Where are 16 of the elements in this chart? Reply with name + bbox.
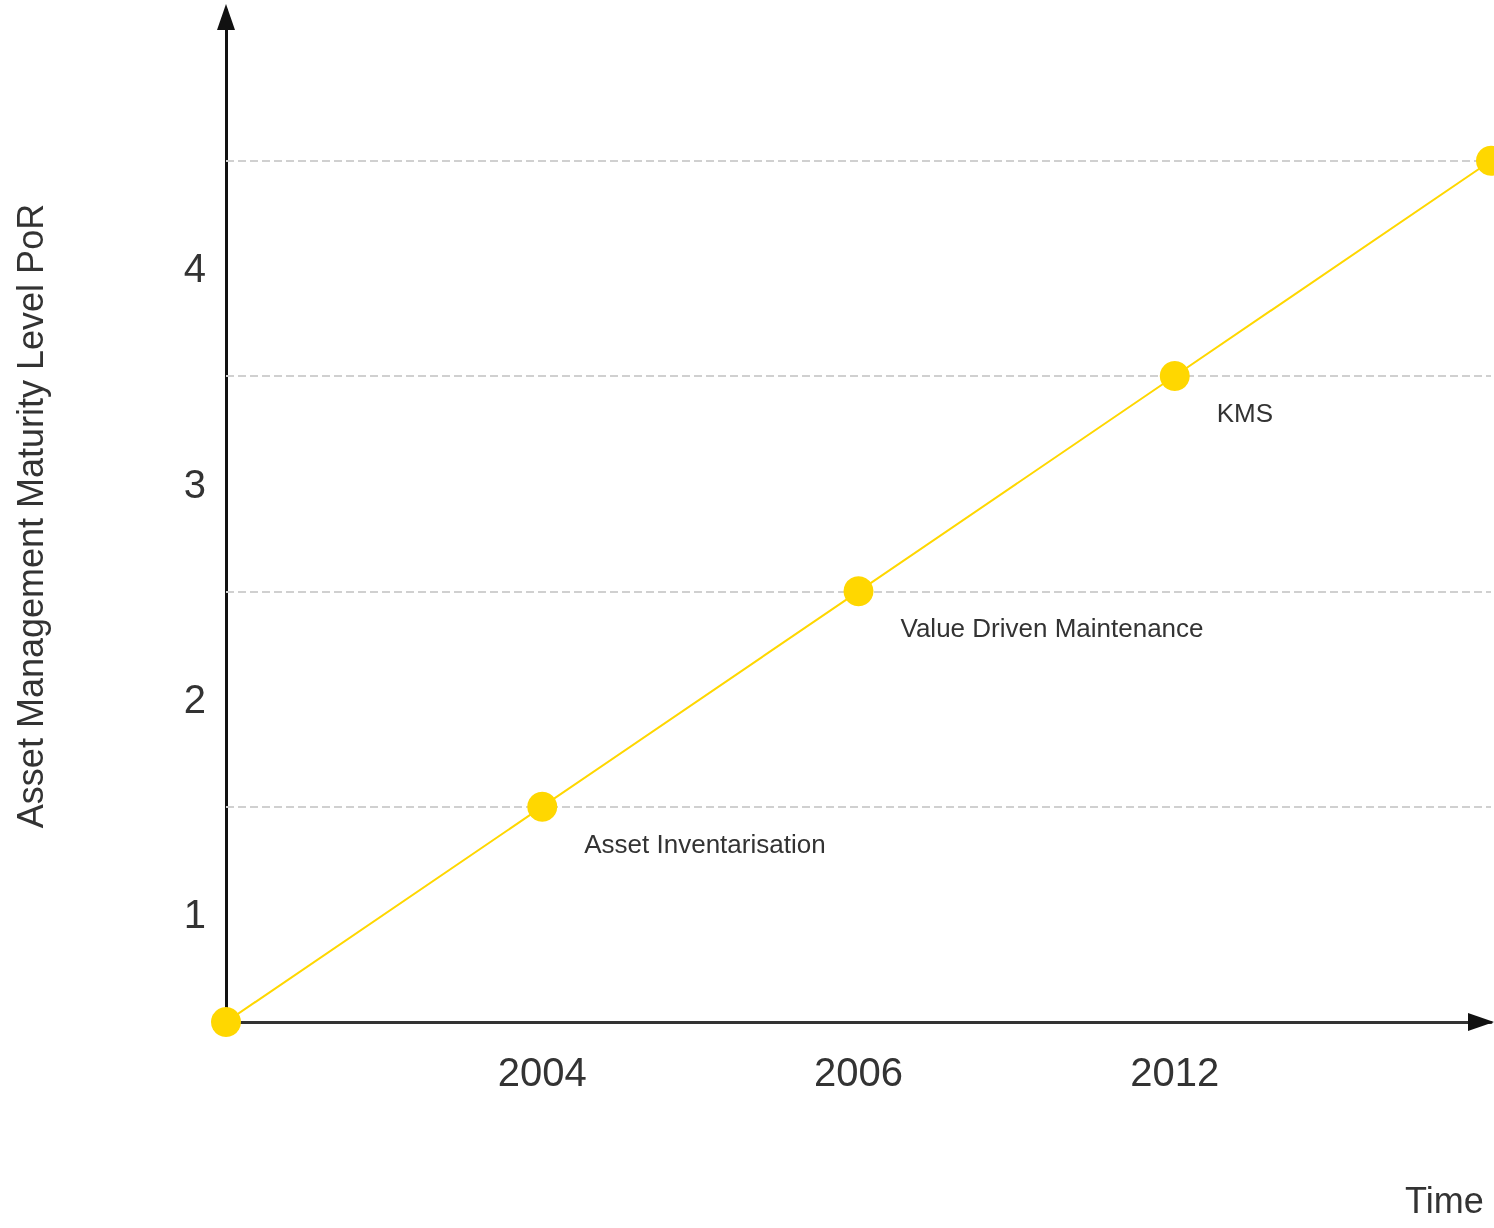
x-tick-label: 2004 [497,1050,587,1094]
x-tick-label: 2012 [1130,1050,1220,1094]
y-tick-label: 1 [183,892,206,937]
x-axis-title: Time [1405,1180,1484,1222]
annotation: Asset Inventarisation [584,828,826,860]
point [1159,361,1190,392]
point [211,1007,241,1037]
x-tick-label: 2006 [814,1050,903,1094]
annotation: KMS [1216,398,1274,430]
y-axis-title: Asset Management Maturity Level PoR [9,203,51,829]
y-tick-label: 4 [183,246,206,291]
annotation: Value Driven Maintenance [900,613,1204,645]
y-tick-label: 2 [183,677,206,722]
point [527,791,558,822]
y-tick-label: 3 [183,461,206,506]
point [843,576,874,607]
